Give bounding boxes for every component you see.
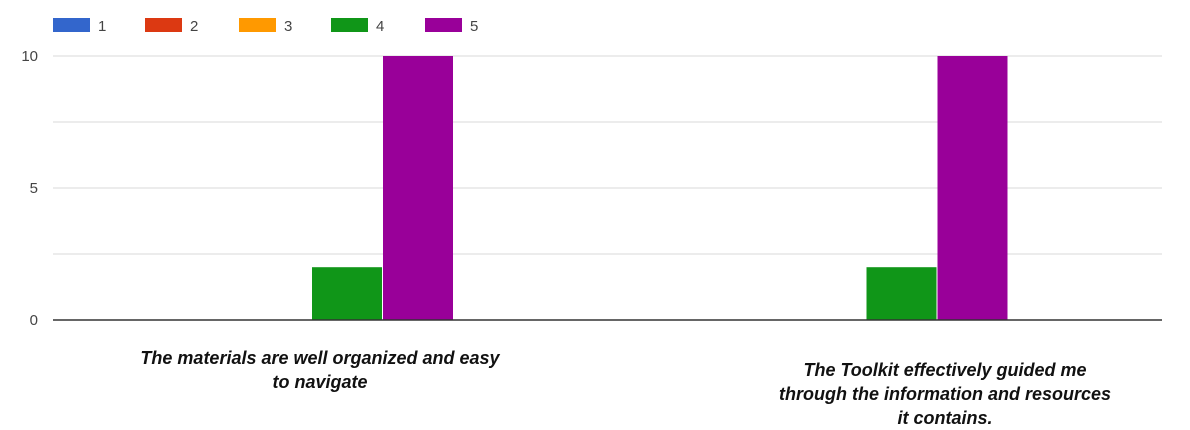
bar-series-5 — [383, 56, 453, 320]
legend-label-4: 4 — [376, 18, 384, 35]
legend-swatch-4 — [331, 18, 368, 32]
legend: 1 2 3 4 5 — [53, 18, 478, 35]
legend-label-3: 3 — [284, 18, 292, 35]
legend-swatch-5 — [425, 18, 462, 32]
legend-label-1: 1 — [98, 18, 106, 35]
bar-series-4 — [312, 267, 382, 320]
y-tick-label: 5 — [30, 180, 38, 197]
y-axis-ticks: 0 5 10 — [21, 48, 38, 329]
legend-label-2: 2 — [190, 18, 198, 35]
legend-swatch-1 — [53, 18, 90, 32]
legend-swatch-2 — [145, 18, 182, 32]
bar-series-5 — [937, 56, 1008, 320]
legend-label-5: 5 — [470, 18, 478, 35]
category-label-0: The materials are well organized and eas… — [140, 348, 500, 392]
bars — [312, 56, 1008, 320]
category-label-1: The Toolkit effectively guided me throug… — [778, 360, 1112, 428]
y-tick-label: 10 — [21, 48, 38, 65]
legend-swatch-3 — [239, 18, 276, 32]
y-tick-label: 0 — [30, 312, 38, 329]
bar-series-4 — [866, 267, 937, 320]
